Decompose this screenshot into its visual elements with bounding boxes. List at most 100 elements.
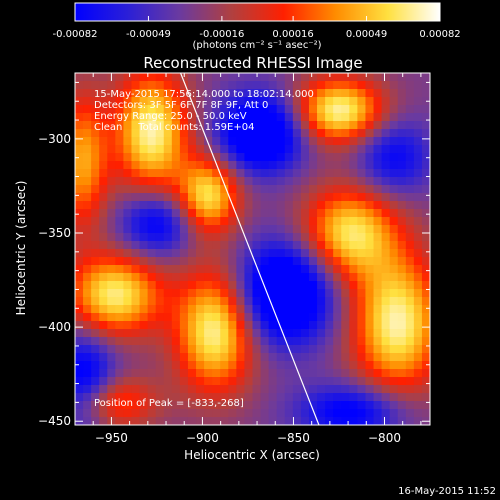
heatmap-cell <box>155 113 165 122</box>
heatmap-cell <box>292 121 302 130</box>
heatmap-cell <box>389 185 399 194</box>
heatmap-cell <box>179 401 189 410</box>
heatmap-cell <box>99 185 108 194</box>
heatmap-cell <box>139 353 149 362</box>
heatmap-cell <box>389 361 399 370</box>
heatmap-cell <box>179 345 189 354</box>
heatmap-cell <box>123 113 133 122</box>
heatmap-cell <box>357 193 367 202</box>
heatmap-cell <box>155 169 165 178</box>
heatmap-cell <box>389 337 399 346</box>
heatmap-cell <box>115 281 125 290</box>
heatmap-cell <box>115 385 125 394</box>
heatmap-cell <box>300 305 310 314</box>
heatmap-cell <box>365 145 375 154</box>
heatmap-cell <box>405 393 415 402</box>
heatmap-cell <box>292 313 302 322</box>
heatmap-cell <box>83 297 92 306</box>
heatmap-cell <box>179 281 189 290</box>
heatmap-cell <box>333 409 342 418</box>
heatmap-cell <box>236 249 246 258</box>
heatmap-cell <box>91 321 100 330</box>
heatmap-cell <box>405 185 415 194</box>
heatmap-cell <box>196 289 205 298</box>
heatmap-cell <box>349 401 358 410</box>
heatmap-cell <box>99 225 108 234</box>
heatmap-cell <box>244 201 254 210</box>
heatmap-cell <box>220 345 229 354</box>
heatmap-cell <box>187 265 197 274</box>
heatmap-cell <box>91 241 100 250</box>
heatmap-cell <box>276 81 286 90</box>
heatmap-cell <box>212 265 221 274</box>
heatmap-cell <box>268 169 278 178</box>
heatmap-cell <box>268 417 278 425</box>
heatmap-cell <box>284 105 294 114</box>
heatmap-cell <box>308 393 318 402</box>
heatmap-cell <box>357 97 367 106</box>
heatmap-cell <box>228 185 237 194</box>
heatmap-cell <box>373 305 383 314</box>
heatmap-cell <box>99 201 108 210</box>
heatmap-cell <box>244 97 254 106</box>
heatmap-cell <box>317 169 326 178</box>
heatmap-cell <box>131 321 141 330</box>
heatmap-cell <box>107 145 116 154</box>
heatmap-cell <box>155 257 165 266</box>
heatmap-cell <box>171 169 181 178</box>
heatmap-cell <box>268 257 278 266</box>
heatmap-cell <box>163 409 173 418</box>
heatmap-cell <box>421 121 430 130</box>
heatmap-cell <box>123 105 133 114</box>
heatmap-cell <box>220 193 229 202</box>
heatmap-cell <box>204 105 213 114</box>
heatmap-cell <box>413 249 423 258</box>
heatmap-cell <box>317 121 326 130</box>
heatmap-cell <box>373 313 383 322</box>
heatmap-cell <box>187 185 197 194</box>
heatmap-cell <box>236 129 246 138</box>
heatmap-cell <box>365 193 375 202</box>
heatmap-cell <box>276 417 286 425</box>
heatmap-cell <box>357 113 367 122</box>
heatmap-cell <box>147 249 157 258</box>
heatmap-cell <box>187 273 197 282</box>
heatmap-cell <box>333 169 342 178</box>
heatmap-cell <box>131 329 141 338</box>
heatmap-cell <box>333 105 342 114</box>
heatmap-cell <box>83 89 92 98</box>
annotation-time: 15-May-2015 17:56:14.000 to 18:02:14.000 <box>94 89 314 100</box>
heatmap-cell <box>107 241 116 250</box>
heatmap-cell <box>333 97 342 106</box>
heatmap-cell <box>300 249 310 258</box>
heatmap-cell <box>405 353 415 362</box>
heatmap-cell <box>421 281 430 290</box>
heatmap-cell <box>325 321 334 330</box>
heatmap-cell <box>421 297 430 306</box>
heatmap-cell <box>268 145 278 154</box>
heatmap-cell <box>317 385 326 394</box>
heatmap-cell <box>83 161 92 170</box>
heatmap-cell <box>260 145 270 154</box>
heatmap-cell <box>196 313 205 322</box>
heatmap-cell <box>163 257 173 266</box>
heatmap-cell <box>107 81 116 90</box>
heatmap-cell <box>228 145 237 154</box>
heatmap-cell <box>83 305 92 314</box>
heatmap-cell <box>349 273 358 282</box>
heatmap-cell <box>236 121 246 130</box>
heatmap-cell <box>341 401 350 410</box>
heatmap-cell <box>381 249 391 258</box>
heatmap-cell <box>228 81 237 90</box>
heatmap-cell <box>107 153 116 162</box>
heatmap-cell <box>228 369 237 378</box>
heatmap-cell <box>107 305 116 314</box>
heatmap-cell <box>341 289 350 298</box>
heatmap-cell <box>421 209 430 218</box>
heatmap-cell <box>147 105 157 114</box>
heatmap-cell <box>179 369 189 378</box>
heatmap-cell <box>300 361 310 370</box>
heatmap-cell <box>405 193 415 202</box>
heatmap-cell <box>373 353 383 362</box>
heatmap-cell <box>91 329 100 338</box>
